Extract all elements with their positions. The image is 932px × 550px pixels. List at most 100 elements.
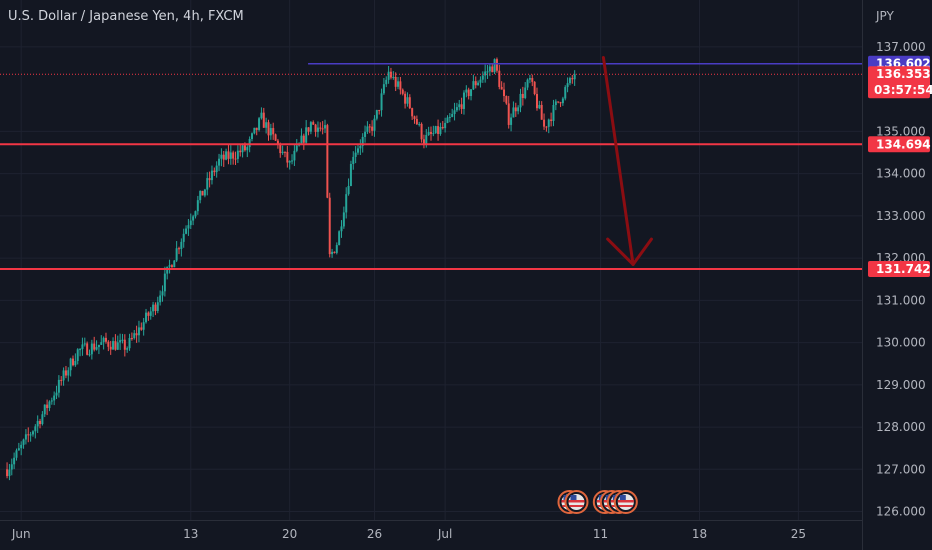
candle-body xyxy=(262,112,265,128)
candle-body xyxy=(137,327,140,336)
candle-body xyxy=(319,127,322,129)
candle-body xyxy=(361,136,364,146)
candle-body xyxy=(425,134,428,144)
candle-body xyxy=(241,145,244,153)
candle-body xyxy=(17,448,20,451)
candle-body xyxy=(439,126,442,134)
candle-body xyxy=(437,126,440,134)
candle-body xyxy=(291,160,294,162)
candle-body xyxy=(69,358,72,371)
candle-body xyxy=(213,170,216,173)
candle-body xyxy=(239,150,242,153)
candle-body xyxy=(74,360,77,366)
candle-body xyxy=(371,126,374,131)
projection-arrow-head-left xyxy=(606,237,635,266)
candle-body xyxy=(142,322,145,330)
candle-body xyxy=(126,348,129,350)
candle-body xyxy=(399,81,402,90)
candle-body xyxy=(215,165,218,173)
candle-body xyxy=(561,98,564,104)
candle-body xyxy=(566,83,569,88)
candle-body xyxy=(422,139,425,144)
candle-body xyxy=(222,154,225,160)
candle-body xyxy=(392,77,395,79)
candle-body xyxy=(481,75,484,80)
candle-body xyxy=(453,110,456,114)
candle-body xyxy=(152,304,155,312)
candle-body xyxy=(314,124,317,132)
time-tick-label: 13 xyxy=(183,527,198,541)
candle-body xyxy=(472,81,475,90)
candle-body xyxy=(397,81,400,87)
candle-body xyxy=(448,116,451,118)
candle-body xyxy=(76,349,79,361)
candle-body xyxy=(112,341,115,350)
price-tag-support-upper-bg xyxy=(868,136,930,153)
candle-body xyxy=(149,311,152,316)
time-tick-label: 26 xyxy=(367,527,382,541)
candle-body xyxy=(524,87,527,99)
candle-body xyxy=(460,104,463,109)
candle-body xyxy=(81,344,84,350)
candle-body xyxy=(507,103,510,125)
candle-body xyxy=(359,145,362,149)
candle-body xyxy=(531,78,534,82)
candle-body xyxy=(293,150,296,161)
candle-body xyxy=(347,185,350,195)
candle-body xyxy=(83,343,86,345)
price-tick-label: 133.000 xyxy=(876,209,926,223)
candle-body xyxy=(382,84,385,94)
candle-body xyxy=(20,444,23,449)
candle-body xyxy=(34,426,37,432)
candle-body xyxy=(283,151,286,153)
time-tick-label: Jun xyxy=(11,527,31,541)
candle-body xyxy=(189,220,192,226)
us-flag-stripe xyxy=(568,500,585,503)
candle-body xyxy=(279,144,282,154)
candle-body xyxy=(510,117,513,125)
candle-body xyxy=(104,337,107,342)
projection-arrow-shaft[interactable] xyxy=(601,55,635,266)
time-tick-label: 25 xyxy=(791,527,806,541)
candle-body xyxy=(248,138,251,148)
candle-body xyxy=(547,119,550,127)
candle-body xyxy=(27,434,30,436)
candle-body xyxy=(97,344,100,348)
candle-body xyxy=(114,341,117,350)
candle-body xyxy=(29,434,32,436)
candle-body xyxy=(182,233,185,242)
candle-body xyxy=(484,71,487,76)
candle-body xyxy=(15,450,18,458)
candle-body xyxy=(307,127,310,132)
candle-body xyxy=(220,154,223,159)
candle-body xyxy=(130,338,133,340)
candle-body xyxy=(498,70,501,87)
candle-body xyxy=(135,333,138,336)
candle-body xyxy=(573,74,576,80)
candle-body xyxy=(564,87,567,99)
candle-body xyxy=(380,93,383,111)
candle-body xyxy=(514,107,517,112)
candle-body xyxy=(517,107,520,112)
candle-body xyxy=(31,431,34,435)
candle-body xyxy=(227,151,230,159)
candle-body xyxy=(545,126,548,128)
candle-body xyxy=(62,370,65,381)
candle-body xyxy=(375,110,378,119)
candle-body xyxy=(500,86,503,90)
candle-body xyxy=(119,340,122,343)
candle-body xyxy=(10,464,13,470)
candle-body xyxy=(121,339,124,341)
candle-body xyxy=(46,404,49,409)
candle-body xyxy=(36,420,39,427)
time-tick-label: Jul xyxy=(437,527,452,541)
candle-body xyxy=(528,78,531,80)
candle-body xyxy=(462,92,465,109)
candle-body xyxy=(331,251,334,255)
candle-body xyxy=(568,78,571,84)
candle-body xyxy=(512,107,515,118)
candle-body xyxy=(177,248,180,250)
candle-body xyxy=(349,164,352,186)
